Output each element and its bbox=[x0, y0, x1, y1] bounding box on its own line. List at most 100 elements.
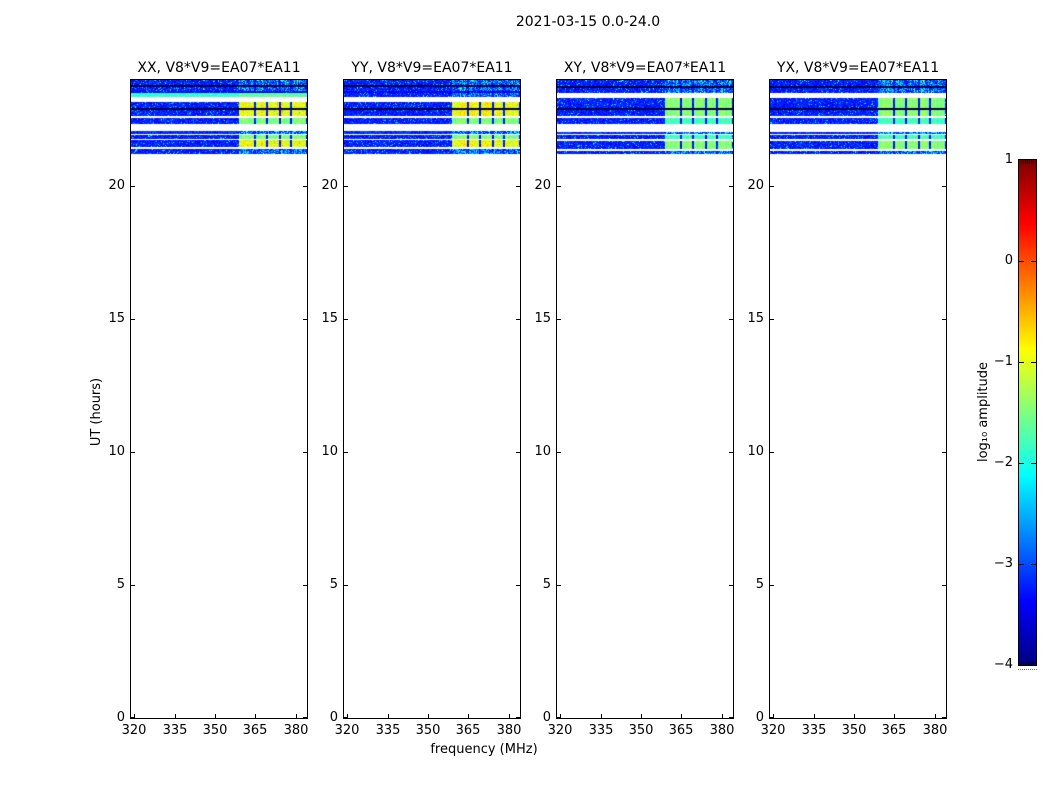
x-tick bbox=[134, 714, 135, 718]
y-tick bbox=[344, 717, 348, 718]
y-tick-label: 20 bbox=[321, 178, 338, 193]
x-tick-label: 335 bbox=[375, 723, 401, 738]
x-tick bbox=[296, 714, 297, 718]
x-tick-label: 380 bbox=[496, 723, 522, 738]
y-tick bbox=[344, 585, 348, 586]
figure-title: 2021-03-15 0.0-24.0 bbox=[515, 14, 661, 30]
y-tick bbox=[942, 319, 946, 320]
x-tick-label: 380 bbox=[922, 723, 948, 738]
y-axis-label: UT (hours) bbox=[89, 377, 104, 447]
x-tick bbox=[255, 714, 256, 718]
y-tick bbox=[516, 186, 520, 187]
y-tick bbox=[770, 717, 774, 718]
x-tick bbox=[681, 714, 682, 718]
x-tick bbox=[388, 714, 389, 718]
y-tick bbox=[303, 186, 307, 187]
y-tick bbox=[557, 186, 561, 187]
panel-title-yy: YY, V8*V9=EA07*EA11 bbox=[351, 60, 513, 76]
x-tick-label: 320 bbox=[547, 723, 573, 738]
y-tick bbox=[303, 717, 307, 718]
y-tick bbox=[557, 585, 561, 586]
colorbar-gradient bbox=[1019, 160, 1036, 665]
x-tick-label: 335 bbox=[588, 723, 614, 738]
x-tick-label: 320 bbox=[760, 723, 786, 738]
y-tick bbox=[303, 452, 307, 453]
y-tick-label: 5 bbox=[542, 577, 551, 592]
y-tick bbox=[557, 717, 561, 718]
y-tick-label: 20 bbox=[534, 178, 551, 193]
y-tick bbox=[770, 452, 774, 453]
y-tick-label: 20 bbox=[108, 178, 125, 193]
y-tick bbox=[942, 186, 946, 187]
y-tick bbox=[770, 585, 774, 586]
y-tick bbox=[131, 585, 135, 586]
colorbar-tick bbox=[1031, 261, 1036, 262]
y-tick-label: 0 bbox=[329, 710, 338, 725]
y-tick-label: 15 bbox=[108, 311, 125, 326]
y-tick bbox=[729, 717, 733, 718]
y-tick-label: 5 bbox=[116, 577, 125, 592]
y-tick-label: 15 bbox=[321, 311, 338, 326]
y-tick-label: 5 bbox=[755, 577, 764, 592]
y-tick bbox=[303, 319, 307, 320]
y-tick bbox=[770, 186, 774, 187]
y-tick bbox=[516, 319, 520, 320]
colorbar-extend-dots bbox=[1018, 669, 1037, 670]
colorbar-tick bbox=[1031, 362, 1036, 363]
y-tick bbox=[557, 452, 561, 453]
x-tick-label: 335 bbox=[162, 723, 188, 738]
x-axis-label: frequency (MHz) bbox=[430, 742, 538, 757]
y-tick bbox=[942, 452, 946, 453]
x-tick bbox=[428, 714, 429, 718]
x-tick bbox=[215, 714, 216, 718]
x-tick-label: 365 bbox=[881, 723, 907, 738]
y-tick bbox=[303, 585, 307, 586]
colorbar-tick bbox=[1019, 564, 1024, 565]
panel-title-xx: XX, V8*V9=EA07*EA11 bbox=[137, 60, 301, 76]
x-tick-label: 350 bbox=[202, 723, 228, 738]
x-tick bbox=[601, 714, 602, 718]
y-tick bbox=[557, 319, 561, 320]
colorbar-tick-label: 1 bbox=[1004, 152, 1013, 167]
x-tick bbox=[773, 714, 774, 718]
x-tick-label: 350 bbox=[415, 723, 441, 738]
y-tick-label: 15 bbox=[534, 311, 551, 326]
x-tick bbox=[935, 714, 936, 718]
x-tick bbox=[814, 714, 815, 718]
y-tick bbox=[729, 319, 733, 320]
y-tick bbox=[942, 585, 946, 586]
y-tick bbox=[942, 717, 946, 718]
colorbar bbox=[1018, 159, 1037, 666]
panel-title-yx: YX, V8*V9=EA07*EA11 bbox=[776, 60, 940, 76]
y-tick bbox=[729, 452, 733, 453]
colorbar-tick-label: 0 bbox=[1004, 253, 1013, 268]
colorbar-tick-label: −2 bbox=[993, 455, 1013, 470]
panel-yx bbox=[769, 79, 947, 719]
colorbar-tick bbox=[1019, 362, 1024, 363]
colorbar-tick bbox=[1019, 463, 1024, 464]
x-tick bbox=[894, 714, 895, 718]
heatmap-xy bbox=[557, 80, 733, 718]
colorbar-tick-label: −4 bbox=[993, 657, 1013, 672]
x-tick-label: 320 bbox=[121, 723, 147, 738]
y-tick bbox=[516, 717, 520, 718]
x-tick bbox=[347, 714, 348, 718]
y-tick-label: 5 bbox=[329, 577, 338, 592]
y-tick bbox=[516, 585, 520, 586]
y-tick-label: 0 bbox=[542, 710, 551, 725]
x-tick-label: 380 bbox=[709, 723, 735, 738]
heatmap-yy bbox=[344, 80, 520, 718]
y-tick bbox=[131, 717, 135, 718]
panel-yy bbox=[343, 79, 521, 719]
x-tick-label: 335 bbox=[801, 723, 827, 738]
y-tick bbox=[131, 186, 135, 187]
x-tick bbox=[641, 714, 642, 718]
y-tick bbox=[729, 585, 733, 586]
y-tick bbox=[131, 452, 135, 453]
x-tick bbox=[175, 714, 176, 718]
colorbar-tick bbox=[1031, 463, 1036, 464]
y-tick-label: 10 bbox=[747, 444, 764, 459]
x-tick-label: 365 bbox=[242, 723, 268, 738]
y-tick bbox=[131, 319, 135, 320]
y-tick-label: 0 bbox=[116, 710, 125, 725]
